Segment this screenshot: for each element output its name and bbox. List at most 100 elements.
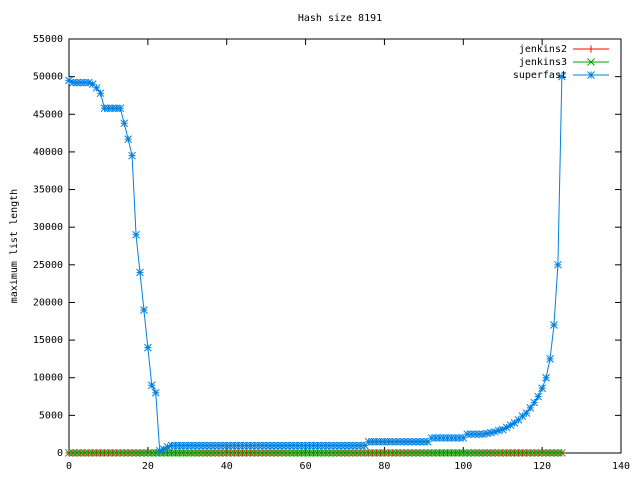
point-marker [530, 398, 539, 407]
point-marker [487, 428, 495, 437]
point-marker [270, 441, 278, 450]
point-marker [116, 104, 125, 113]
point-marker [199, 449, 207, 457]
point-marker [258, 449, 267, 457]
point-marker [309, 441, 318, 450]
point-marker [116, 449, 125, 457]
point-marker [132, 449, 140, 457]
point-marker [506, 421, 515, 430]
point-marker [341, 449, 349, 457]
point-marker [171, 441, 180, 450]
point-marker [518, 412, 527, 420]
point-marker [435, 449, 444, 457]
point-marker [542, 373, 550, 382]
point-marker [73, 449, 81, 457]
point-marker [356, 449, 365, 457]
point-marker [423, 437, 432, 446]
point-marker [242, 449, 251, 457]
point-marker [285, 449, 294, 457]
point-marker [80, 449, 89, 457]
point-marker [144, 343, 152, 352]
point-marker [490, 449, 499, 457]
y-tick-label: 55000 [33, 34, 63, 45]
y-tick-label: 20000 [33, 297, 63, 308]
series-line [68, 76, 563, 452]
point-marker [159, 445, 168, 454]
point-marker [364, 449, 373, 457]
y-tick-label: 10000 [33, 373, 63, 384]
point-marker [333, 449, 341, 457]
point-marker [360, 449, 369, 457]
point-marker [289, 449, 298, 457]
point-marker [337, 441, 345, 450]
point-marker [443, 449, 452, 457]
point-marker [151, 388, 160, 397]
point-marker [412, 449, 420, 457]
point-marker [179, 449, 188, 457]
point-marker [522, 409, 531, 417]
point-marker [88, 80, 97, 89]
legend-label: superfast [513, 70, 567, 81]
point-marker [207, 441, 215, 450]
point-marker [404, 437, 412, 446]
point-marker [100, 104, 109, 113]
point-marker [360, 441, 369, 450]
point-marker [356, 441, 365, 450]
point-marker [250, 449, 259, 457]
point-marker [471, 430, 479, 439]
point-marker [467, 430, 476, 439]
point-marker [226, 441, 235, 450]
point-marker [246, 449, 255, 457]
point-marker [140, 449, 148, 457]
point-marker [451, 449, 460, 457]
x-tick-label: 60 [300, 461, 312, 472]
point-marker [380, 437, 389, 446]
point-marker [191, 441, 200, 450]
point-marker [372, 437, 381, 446]
point-marker [550, 321, 558, 329]
point-marker [439, 434, 448, 442]
point-marker [376, 449, 385, 457]
point-marker [242, 441, 251, 450]
point-marker [431, 449, 440, 457]
point-marker [179, 441, 188, 450]
point-marker [427, 449, 436, 457]
point-marker [546, 449, 554, 457]
point-marker [230, 449, 239, 457]
x-tick-label: 40 [221, 461, 233, 472]
point-marker [349, 449, 357, 457]
point-marker [400, 437, 408, 446]
y-tick-label: 5000 [39, 410, 63, 421]
point-marker [76, 78, 85, 87]
point-marker [427, 434, 436, 442]
point-marker [431, 434, 440, 442]
point-marker [455, 434, 464, 442]
point-marker [246, 441, 255, 450]
point-marker [84, 78, 93, 87]
point-marker [368, 437, 377, 446]
point-marker [329, 449, 338, 457]
point-marker [305, 449, 314, 457]
point-marker [285, 441, 294, 450]
point-marker [191, 449, 200, 457]
point-marker [558, 72, 566, 81]
point-marker [463, 430, 472, 439]
plot-frame [68, 38, 622, 454]
point-marker [364, 437, 373, 446]
point-marker [203, 441, 211, 450]
point-marker [487, 449, 495, 457]
point-marker [384, 437, 393, 446]
legend-marker [587, 58, 595, 66]
point-marker [558, 449, 566, 457]
point-marker [542, 449, 550, 457]
point-marker [455, 449, 464, 457]
point-marker [498, 425, 507, 434]
point-marker [175, 449, 184, 457]
point-marker [494, 449, 503, 457]
point-marker [207, 449, 215, 457]
point-marker [183, 449, 192, 457]
point-marker [317, 449, 326, 457]
point-marker [321, 441, 330, 450]
point-marker [73, 78, 81, 87]
